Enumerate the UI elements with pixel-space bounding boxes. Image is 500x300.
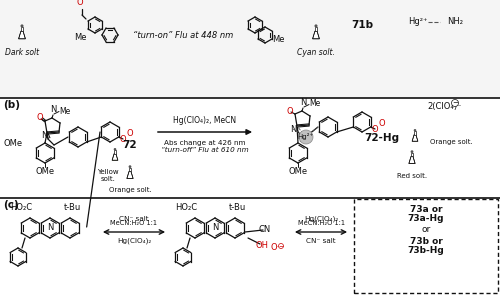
Polygon shape bbox=[18, 31, 26, 39]
Polygon shape bbox=[312, 34, 320, 39]
Text: −: − bbox=[278, 244, 283, 248]
Text: N: N bbox=[300, 98, 306, 107]
Bar bbox=[21, 27, 23, 31]
Polygon shape bbox=[127, 175, 133, 178]
Bar bbox=[129, 168, 131, 172]
Text: (c): (c) bbox=[3, 200, 19, 210]
Text: N: N bbox=[212, 224, 218, 232]
Text: Me: Me bbox=[272, 34, 284, 43]
Polygon shape bbox=[127, 172, 133, 178]
Text: t-Bu: t-Bu bbox=[228, 203, 246, 212]
Text: MeCN:H₂O 1:1: MeCN:H₂O 1:1 bbox=[298, 220, 344, 226]
Text: “turn-off” Flu at 610 nm: “turn-off” Flu at 610 nm bbox=[161, 147, 249, 153]
Text: Hg²⁺: Hg²⁺ bbox=[298, 134, 314, 140]
Text: OMe: OMe bbox=[288, 167, 308, 176]
Text: O: O bbox=[120, 136, 126, 145]
Text: O: O bbox=[286, 106, 294, 116]
Circle shape bbox=[314, 24, 318, 27]
Text: HO₂C: HO₂C bbox=[175, 203, 197, 212]
Polygon shape bbox=[409, 160, 415, 164]
Text: 72-Hg: 72-Hg bbox=[364, 133, 400, 143]
Text: O: O bbox=[76, 0, 84, 7]
Text: O: O bbox=[126, 130, 134, 139]
Circle shape bbox=[278, 244, 283, 248]
Text: CN⁻ salt: CN⁻ salt bbox=[306, 238, 336, 244]
Text: “turn-on” Flu at 448 nm: “turn-on” Flu at 448 nm bbox=[133, 31, 233, 40]
Text: OMe: OMe bbox=[4, 139, 23, 148]
Text: Me: Me bbox=[309, 100, 320, 109]
Polygon shape bbox=[412, 138, 418, 141]
Text: N: N bbox=[41, 131, 47, 140]
Bar bbox=[114, 150, 116, 154]
Polygon shape bbox=[18, 34, 26, 39]
Text: N: N bbox=[50, 105, 56, 114]
Circle shape bbox=[20, 24, 24, 27]
Text: 2(ClO₄)⁻: 2(ClO₄)⁻ bbox=[428, 103, 462, 112]
Text: Me: Me bbox=[74, 34, 86, 43]
Text: Yellow
solt.: Yellow solt. bbox=[97, 169, 119, 182]
Bar bbox=[411, 153, 413, 157]
Text: Cyan solt.: Cyan solt. bbox=[297, 48, 335, 57]
Text: Orange solt.: Orange solt. bbox=[430, 139, 473, 145]
Text: Red solt.: Red solt. bbox=[397, 173, 427, 179]
Text: 73a-Hg: 73a-Hg bbox=[408, 214, 445, 223]
Polygon shape bbox=[412, 135, 418, 141]
Text: N: N bbox=[47, 224, 53, 232]
Circle shape bbox=[128, 165, 132, 168]
Polygon shape bbox=[409, 157, 415, 164]
Text: HO₂C: HO₂C bbox=[10, 203, 32, 212]
Text: Dark solt: Dark solt bbox=[5, 48, 39, 57]
Circle shape bbox=[299, 130, 313, 144]
Text: MeCN:H₂O 1:1: MeCN:H₂O 1:1 bbox=[110, 220, 158, 226]
Circle shape bbox=[414, 129, 416, 132]
Text: 73a or: 73a or bbox=[410, 205, 442, 214]
Text: O⁻: O⁻ bbox=[270, 244, 281, 253]
Polygon shape bbox=[112, 157, 118, 160]
Text: CN: CN bbox=[259, 226, 271, 235]
Text: Me: Me bbox=[59, 106, 70, 116]
Text: t-Bu: t-Bu bbox=[64, 203, 80, 212]
Text: or: or bbox=[422, 225, 430, 234]
Bar bbox=[315, 27, 317, 31]
Text: 73b-Hg: 73b-Hg bbox=[408, 246, 445, 255]
Text: Abs change at 426 nm: Abs change at 426 nm bbox=[164, 140, 246, 146]
Text: 71b: 71b bbox=[351, 20, 373, 30]
Text: 72: 72 bbox=[122, 140, 138, 150]
Text: 73b or: 73b or bbox=[410, 237, 442, 246]
Polygon shape bbox=[312, 31, 320, 39]
Circle shape bbox=[452, 100, 458, 106]
Text: Hg(ClO₄)₂: Hg(ClO₄)₂ bbox=[117, 238, 151, 244]
Circle shape bbox=[114, 148, 116, 151]
Text: CN⁻ salt: CN⁻ salt bbox=[119, 216, 149, 222]
Text: Orange solt.: Orange solt. bbox=[108, 187, 152, 193]
Text: −: − bbox=[452, 100, 458, 106]
Text: OMe: OMe bbox=[36, 167, 54, 176]
Bar bbox=[414, 131, 416, 135]
Text: Hg²⁺: Hg²⁺ bbox=[408, 17, 428, 26]
Text: O: O bbox=[378, 119, 386, 128]
Text: NH₂: NH₂ bbox=[447, 17, 463, 26]
FancyBboxPatch shape bbox=[354, 199, 498, 293]
Bar bbox=[0, 0, 500, 98]
Text: N: N bbox=[290, 124, 296, 134]
Polygon shape bbox=[112, 154, 118, 160]
Circle shape bbox=[410, 150, 414, 153]
Text: OH: OH bbox=[256, 241, 268, 250]
Text: O: O bbox=[372, 125, 378, 134]
Text: Hg(ClO₄)₂, MeCN: Hg(ClO₄)₂, MeCN bbox=[174, 116, 236, 125]
Text: (b): (b) bbox=[3, 100, 20, 110]
Text: O: O bbox=[36, 113, 44, 122]
Text: Hg(ClO₄)₂: Hg(ClO₄)₂ bbox=[304, 215, 338, 222]
